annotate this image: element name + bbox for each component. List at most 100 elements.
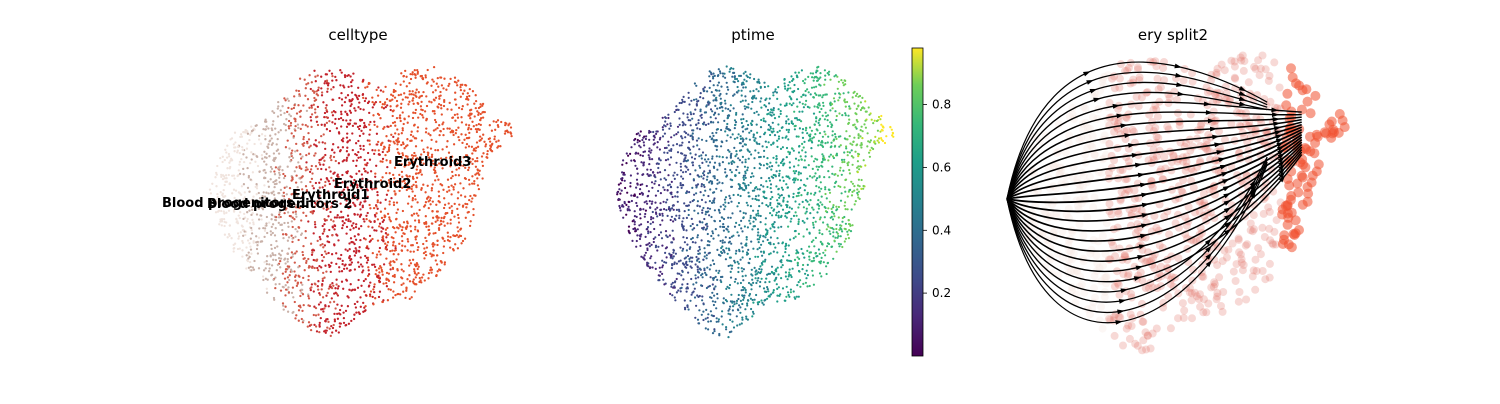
ptime-point (810, 260, 813, 263)
ptime-point (788, 195, 791, 198)
cell-point (381, 176, 384, 179)
cell-point (331, 234, 334, 237)
cell-point (405, 289, 408, 292)
ptime-point (733, 127, 736, 130)
ptime-point (692, 145, 695, 148)
ptime-point (774, 90, 777, 93)
ptime-point (756, 234, 760, 237)
cell-point (476, 184, 480, 187)
ptime-point (739, 281, 743, 285)
cell-point (307, 274, 310, 278)
cell-point (316, 239, 319, 243)
cell-point (329, 218, 333, 221)
ptime-point (877, 141, 881, 144)
cell-point (419, 105, 423, 108)
cell-point (349, 119, 352, 122)
ptime-point (818, 102, 821, 105)
ptime-point (777, 286, 781, 289)
cell-point (383, 126, 386, 129)
ptime-point (629, 181, 632, 185)
ptime-point (745, 315, 748, 318)
cell-point (349, 269, 352, 272)
cell-point (245, 254, 248, 257)
cell-point (464, 146, 467, 149)
ptime-point (686, 116, 689, 119)
cell-point (353, 268, 357, 271)
cell-point (277, 216, 281, 219)
ptime-point (694, 274, 697, 277)
cell-point (224, 180, 227, 183)
cell-point (451, 247, 455, 251)
cell-point (433, 112, 436, 115)
ptime-point (670, 149, 673, 152)
ptime-point (681, 249, 684, 252)
cell-point (325, 294, 328, 297)
ptime-point (826, 261, 830, 264)
cell-point (271, 231, 274, 235)
ptime-point (664, 159, 668, 162)
ptime-point (694, 263, 697, 266)
cell-point (248, 138, 251, 142)
ptime-point (704, 327, 707, 330)
cell-point (307, 138, 311, 141)
ptime-point (891, 134, 894, 137)
cell-point (454, 119, 457, 122)
ptime-point (760, 97, 763, 100)
ptime-point (761, 202, 764, 205)
ptime-point (657, 274, 660, 277)
cell-point (296, 282, 299, 285)
cell-point (234, 141, 237, 144)
cell-point (274, 258, 278, 262)
ptime-point (840, 173, 843, 176)
cell-point (328, 182, 331, 186)
ptime-point (844, 105, 847, 108)
cell-point (378, 277, 382, 280)
cell-point (258, 227, 261, 230)
ptime-point (834, 74, 838, 77)
cell-point (366, 195, 369, 199)
ptime-point (813, 105, 816, 108)
cell-point (413, 194, 417, 198)
cell-point (413, 268, 416, 271)
cell-point (380, 226, 383, 229)
ptime-point (821, 114, 824, 117)
cell-point (235, 221, 238, 224)
cell-point (391, 114, 394, 118)
ptime-point (713, 201, 716, 204)
ptime-point (802, 206, 806, 209)
ptime-point (709, 108, 713, 111)
ptime-point (729, 109, 732, 112)
cell-point (305, 261, 308, 265)
cell-point (406, 249, 409, 252)
cell-point (363, 121, 366, 125)
cell-point (353, 302, 357, 306)
ptime-point (671, 264, 674, 267)
cell-point (290, 179, 293, 182)
cell-point (367, 269, 370, 272)
ptime-point (619, 182, 622, 185)
cell-point (414, 76, 417, 79)
ptime-point (665, 256, 668, 259)
ptime-point (798, 127, 802, 130)
cell-point (253, 142, 256, 146)
cell-point (353, 203, 356, 206)
cell-point (448, 101, 451, 105)
ptime-point (618, 206, 622, 209)
ptime-point (736, 85, 739, 89)
ptime-point (760, 106, 763, 109)
ptime-point (825, 115, 828, 118)
ptime-point (659, 231, 663, 234)
ptime-point (817, 186, 821, 189)
ptime-point (658, 184, 661, 187)
cell-point (322, 133, 325, 136)
cell-point (228, 155, 231, 158)
ptime-point (796, 105, 799, 108)
ptime-point (711, 332, 715, 335)
cell-point (228, 182, 231, 185)
cell-point (263, 184, 266, 187)
ptime-point (707, 320, 710, 323)
ptime-point (682, 227, 685, 230)
ptime-point (846, 164, 850, 167)
cell-point (454, 159, 457, 163)
cell-point (286, 110, 289, 114)
